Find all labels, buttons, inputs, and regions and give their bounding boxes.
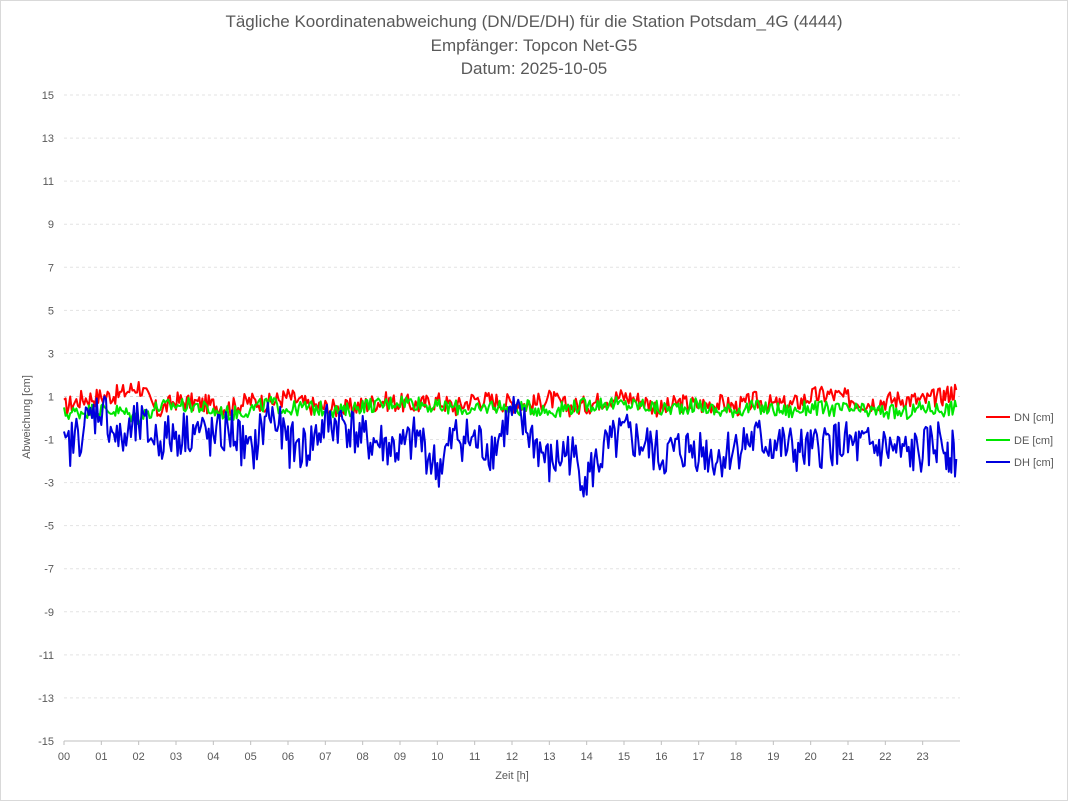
x-axis-title: Zeit [h] [495, 770, 529, 782]
y-tick-label: -3 [44, 478, 54, 490]
x-tick-label: 09 [394, 751, 406, 763]
y-axis-title: Abweichung [cm] [21, 375, 33, 459]
y-tick-label: -9 [44, 607, 54, 619]
y-tick-label: -5 [44, 521, 54, 533]
x-tick-label: 07 [319, 751, 331, 763]
x-tick-label: 03 [170, 751, 182, 763]
x-tick-label: 06 [282, 751, 294, 763]
y-tick-label: -15 [38, 736, 54, 748]
chart-subtitle-receiver: Empfänger: Topcon Net-G5 [430, 36, 638, 55]
y-tick-label: 7 [48, 262, 54, 274]
x-tick-label: 19 [767, 751, 779, 763]
x-tick-label: 15 [618, 751, 630, 763]
y-tick-label: -11 [39, 650, 54, 662]
y-tick-label: 5 [48, 305, 54, 317]
y-tick-label: 3 [48, 348, 54, 360]
x-tick-label: 04 [207, 751, 219, 763]
series-line-dh [63, 395, 958, 498]
legend-label-de: DE [cm] [1014, 435, 1053, 447]
x-tick-label: 14 [581, 751, 593, 763]
chart-title: Tägliche Koordinatenabweichung (DN/DE/DH… [225, 12, 843, 31]
series-line-dn [63, 381, 958, 419]
y-tick-label: -7 [44, 564, 54, 576]
y-tick-label: 1 [48, 391, 54, 403]
x-tick-label: 17 [693, 751, 705, 763]
x-tick-label: 02 [133, 751, 145, 763]
x-tick-label: 16 [655, 751, 667, 763]
x-tick-label: 18 [730, 751, 742, 763]
legend-label-dh: DH [cm] [1014, 457, 1054, 469]
y-tick-label: 9 [48, 219, 54, 231]
x-tick-label: 05 [245, 751, 257, 763]
y-tick-label: 13 [42, 133, 54, 145]
x-tick-label: 11 [469, 751, 480, 763]
y-tick-label: -13 [38, 693, 54, 705]
x-tick-label: 12 [506, 751, 518, 763]
chart-subtitle-date: Datum: 2025-10-05 [460, 59, 608, 78]
x-tick-label: 01 [95, 751, 107, 763]
x-tick-label: 22 [879, 751, 891, 763]
x-tick-label: 00 [58, 751, 70, 763]
y-tick-label: -1 [44, 435, 54, 447]
x-tick-label: 21 [842, 751, 854, 763]
y-tick-label: 15 [42, 90, 54, 102]
x-tick-label: 08 [357, 751, 369, 763]
x-tick-label: 20 [805, 751, 817, 763]
legend-label-dn: DN [cm] [1014, 412, 1054, 424]
y-tick-label: 11 [43, 176, 54, 188]
x-tick-label: 10 [431, 751, 443, 763]
x-tick-label: 23 [917, 751, 929, 763]
x-tick-label: 13 [543, 751, 555, 763]
